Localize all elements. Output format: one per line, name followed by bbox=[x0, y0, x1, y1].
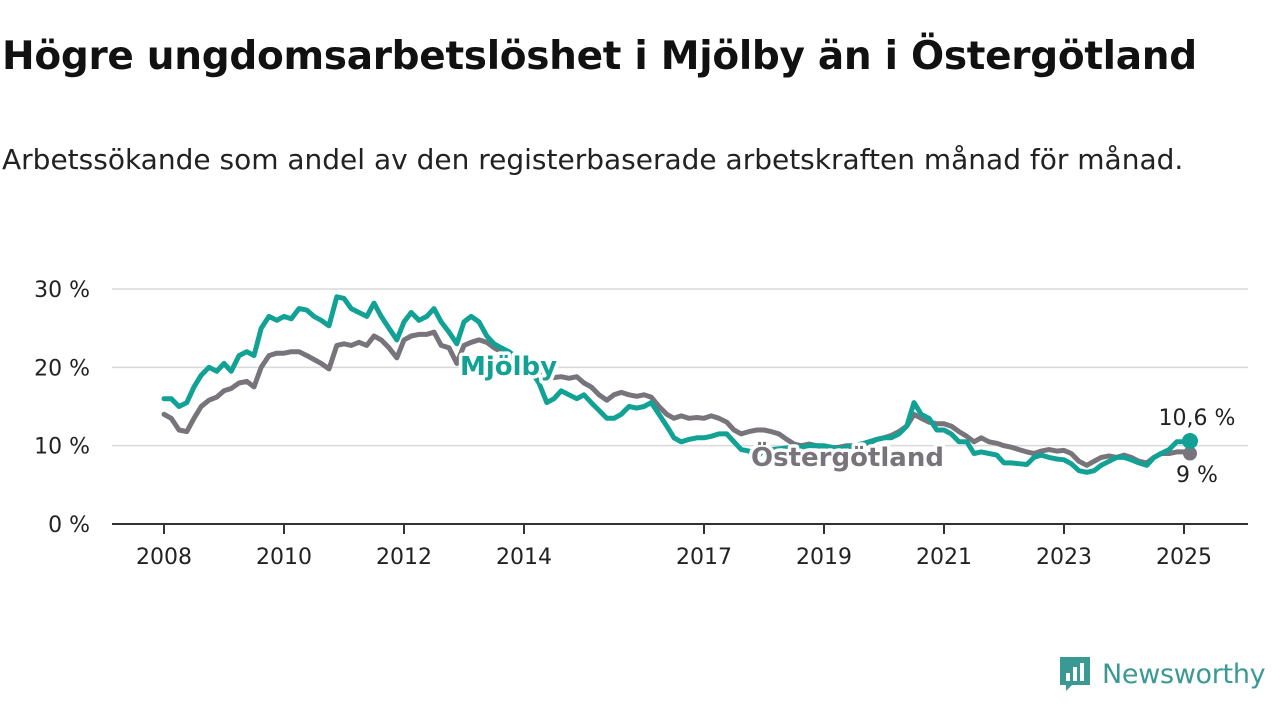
x-tick-label-2023: 2023 bbox=[1036, 545, 1092, 570]
end-value-ostergotland: 9 % bbox=[1176, 463, 1218, 488]
newsworthy-logo-icon bbox=[1060, 657, 1090, 691]
end-point-mjolby bbox=[1182, 432, 1198, 449]
y-tick-label-20: 20 % bbox=[34, 356, 90, 381]
x-tick-label-2010: 2010 bbox=[256, 545, 312, 570]
x-tick-label-2021: 2021 bbox=[916, 545, 972, 570]
grid-lines bbox=[112, 288, 1248, 447]
x-tick-label-2017: 2017 bbox=[676, 545, 732, 570]
chart-subtitle: Arbetssökande som andel av den registerb… bbox=[2, 143, 1184, 176]
brand-logo: Newsworthy bbox=[1058, 654, 1266, 694]
x-tick-label-2012: 2012 bbox=[376, 545, 432, 570]
x-axis bbox=[112, 523, 1248, 534]
y-tick-label-0: 0 % bbox=[48, 513, 90, 538]
y-axis-tick-labels: 0 % 10 % 20 % 30 % bbox=[34, 278, 90, 538]
x-tick-label-2014: 2014 bbox=[496, 545, 552, 570]
x-tick-label-2025: 2025 bbox=[1156, 545, 1212, 570]
y-tick-label-10: 10 % bbox=[34, 435, 90, 460]
end-value-mjolby: 10,6 % bbox=[1159, 406, 1236, 431]
series-label-ostergotland-halo: Östergötland bbox=[751, 440, 944, 473]
brand-name: Newsworthy bbox=[1102, 658, 1266, 690]
series-lines bbox=[161, 294, 1193, 475]
x-axis-tick-labels: 2008 2010 2012 2014 2017 2019 2021 2023 2025 bbox=[136, 545, 1212, 570]
x-tick-label-2019: 2019 bbox=[796, 545, 852, 570]
series-label-ostergotland: Östergötland bbox=[751, 440, 944, 473]
end-point-ostergotland bbox=[1183, 446, 1197, 461]
series-line-mjolby bbox=[161, 294, 1193, 475]
series-label-mjolby: Mjölby bbox=[460, 352, 557, 382]
series-label-mjolby-halo: Mjölby bbox=[460, 352, 557, 382]
x-tick-label-2008: 2008 bbox=[136, 545, 192, 570]
series-labels: MjölbyMjölbyÖstergötlandÖstergötland10,6… bbox=[457, 349, 1236, 489]
chart-title: Högre ungdomsarbetslöshet i Mjölby än i … bbox=[2, 34, 1197, 79]
series-line-ostergotland bbox=[161, 329, 1193, 468]
y-tick-label-30: 30 % bbox=[34, 278, 90, 303]
